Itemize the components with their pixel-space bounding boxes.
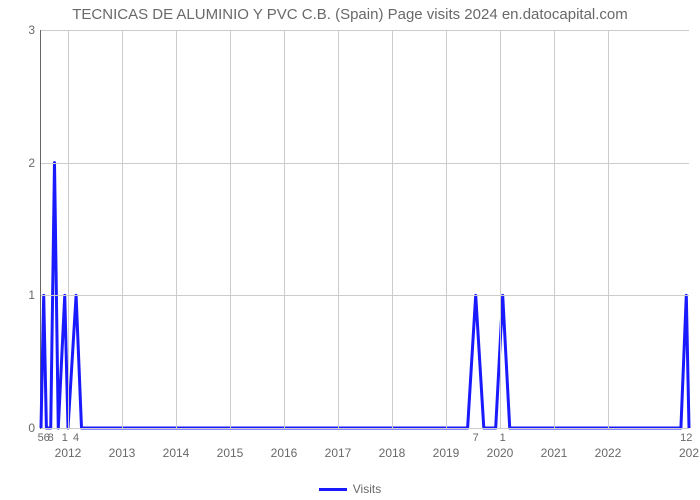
legend-label: Visits (353, 482, 381, 496)
gridline-v (338, 30, 339, 428)
gridline-v (500, 30, 501, 428)
y-tick-label: 3 (28, 23, 41, 37)
value-label: 7 (473, 428, 479, 444)
gridline-h (41, 295, 689, 296)
line-series (41, 30, 689, 428)
x-tick-label: 2013 (109, 428, 136, 460)
legend-item-visits: Visits (319, 482, 381, 496)
x-tick-label: 2021 (541, 428, 568, 460)
gridline-h (41, 163, 689, 164)
x-tick-label: 2014 (163, 428, 190, 460)
value-label: 8 (48, 428, 54, 444)
gridline-v (608, 30, 609, 428)
x-tick-label: 2019 (433, 428, 460, 460)
gridline-v (176, 30, 177, 428)
x-tick-label: 2022 (595, 428, 622, 460)
gridline-v (392, 30, 393, 428)
gridline-v (446, 30, 447, 428)
value-label: 12 (680, 428, 692, 444)
y-tick-label: 1 (28, 288, 41, 302)
value-label: 1 (500, 428, 506, 444)
x-tick-label: 2016 (271, 428, 298, 460)
gridline-v (554, 30, 555, 428)
gridline-v (284, 30, 285, 428)
chart-title: TECNICAS DE ALUMINIO Y PVC C.B. (Spain) … (0, 6, 700, 23)
x-tick-label: 2018 (379, 428, 406, 460)
plot-area: 0123201220132014201520162017201820192020… (40, 30, 689, 429)
value-label: 1 (62, 428, 68, 444)
legend-swatch (319, 488, 347, 491)
x-tick-label: 2015 (217, 428, 244, 460)
chart-container: TECNICAS DE ALUMINIO Y PVC C.B. (Spain) … (0, 0, 700, 500)
value-label: 4 (73, 428, 79, 444)
legend: Visits (0, 478, 700, 497)
gridline-v (68, 30, 69, 428)
gridline-h (41, 30, 689, 31)
gridline-v (122, 30, 123, 428)
x-tick-label: 2017 (325, 428, 352, 460)
y-tick-label: 2 (28, 156, 41, 170)
gridline-v (230, 30, 231, 428)
gridline-h (41, 428, 689, 429)
